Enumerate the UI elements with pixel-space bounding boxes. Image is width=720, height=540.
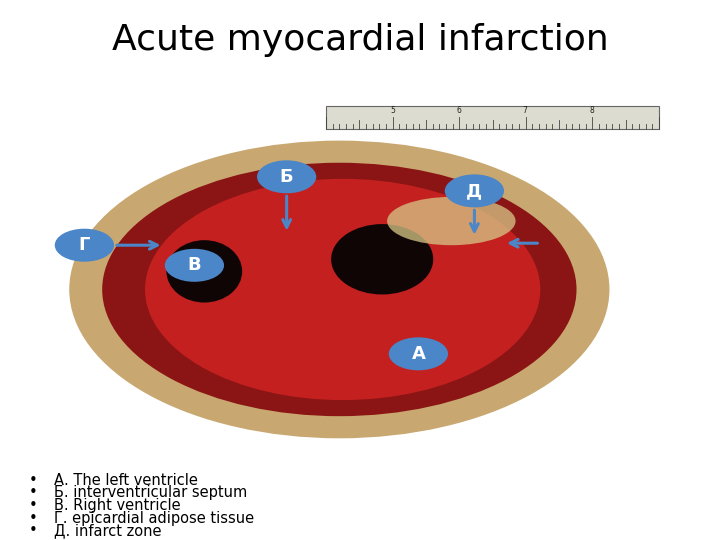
- Ellipse shape: [165, 249, 224, 282]
- Ellipse shape: [387, 197, 516, 245]
- Ellipse shape: [389, 338, 448, 370]
- Text: Acute myocardial infarction: Acute myocardial infarction: [112, 23, 608, 57]
- Text: •: •: [29, 498, 37, 513]
- Ellipse shape: [331, 224, 433, 294]
- Text: В: В: [188, 256, 201, 274]
- Text: Б: Б: [280, 168, 294, 186]
- Text: Г. epicardial adipose tissue: Г. epicardial adipose tissue: [54, 511, 254, 526]
- Text: •: •: [29, 485, 37, 501]
- Text: •: •: [29, 473, 37, 488]
- Ellipse shape: [145, 179, 540, 400]
- Ellipse shape: [102, 163, 577, 416]
- Ellipse shape: [69, 140, 609, 438]
- Ellipse shape: [166, 240, 242, 302]
- Text: 8: 8: [589, 106, 594, 115]
- Text: 5: 5: [390, 106, 395, 115]
- Text: В. Right ventricle: В. Right ventricle: [54, 498, 181, 513]
- Text: Д: Д: [467, 182, 482, 200]
- FancyBboxPatch shape: [326, 106, 659, 129]
- Ellipse shape: [445, 174, 504, 207]
- Text: Б. interventricular septum: Б. interventricular septum: [54, 485, 247, 501]
- Text: •: •: [29, 511, 37, 526]
- Text: А: А: [411, 345, 426, 363]
- Text: Г: Г: [78, 236, 90, 254]
- Text: •: •: [29, 523, 37, 538]
- Ellipse shape: [55, 229, 114, 262]
- Text: 6: 6: [456, 106, 462, 115]
- Text: А. The left ventricle: А. The left ventricle: [54, 473, 198, 488]
- Ellipse shape: [257, 160, 316, 193]
- Text: 7: 7: [523, 106, 528, 115]
- Text: Д. infarct zone: Д. infarct zone: [54, 523, 161, 538]
